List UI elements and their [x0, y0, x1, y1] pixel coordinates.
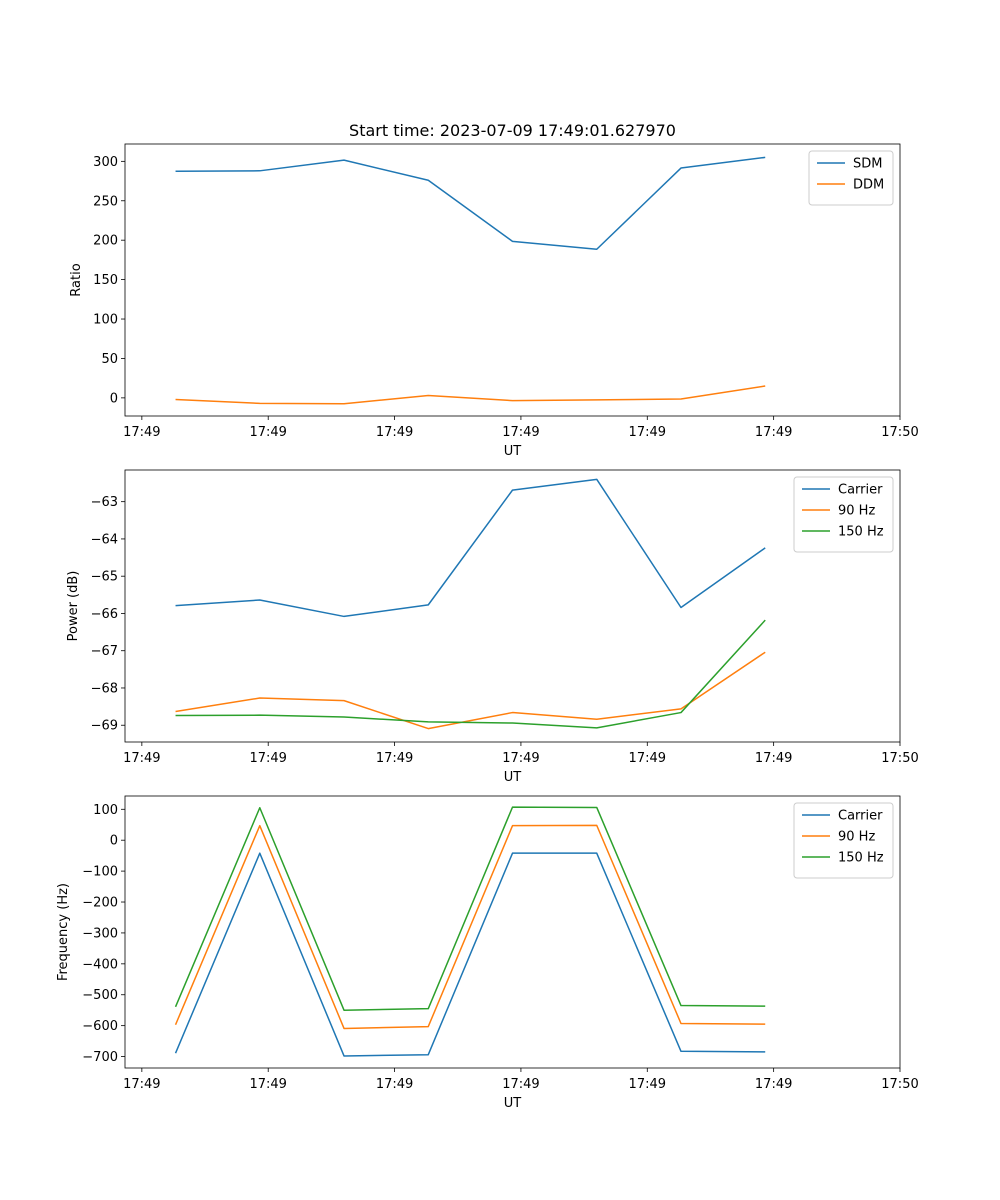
legend-box — [793, 476, 894, 553]
y-tick-label: −67 — [91, 644, 118, 659]
series-line-150-hz — [175, 619, 766, 729]
panels: 17:49 17:49 17:49 17:49 17:49 17:49 17:50 0 50 10… — [56, 143, 919, 1111]
y-tick-label: 50 — [101, 352, 118, 367]
x-tick-label: 17:49 — [376, 1077, 413, 1092]
legend-label: 150 Hz — [838, 851, 884, 866]
x-tick-label: 17:49 — [123, 1077, 160, 1092]
y-tick-label: −300 — [82, 926, 118, 941]
x-tick-label: 17:49 — [629, 1077, 666, 1092]
x-tick-label: 17:49 — [755, 751, 792, 766]
y-tick-label: 300 — [93, 155, 118, 170]
legend: Carrier 90 Hz 150 Hz — [793, 802, 894, 879]
panel-3: 17:49 17:49 17:49 17:49 17:49 17:49 17:50 −700 −… — [56, 795, 919, 1111]
x-tick-label: 17:49 — [629, 425, 666, 440]
series-line-90-hz — [174, 824, 766, 1030]
x-tick-label: 17:49 — [249, 1077, 286, 1092]
x-tick-label: 17:49 — [123, 751, 160, 766]
series-line-carrier — [175, 478, 766, 618]
legend-label: Carrier — [838, 809, 883, 824]
y-axis-label: Power (dB) — [66, 571, 81, 642]
legend-label: 150 Hz — [838, 525, 884, 540]
y-tick-label: −100 — [82, 865, 118, 880]
x-axis-label: UT — [504, 1096, 522, 1111]
legend-label: 90 Hz — [838, 504, 875, 519]
y-tick-label: −500 — [82, 988, 118, 1003]
series-line-ddm — [175, 385, 766, 405]
x-tick-label: 17:49 — [502, 425, 539, 440]
y-tick-label: 0 — [110, 834, 118, 849]
legend: Carrier 90 Hz 150 Hz — [793, 476, 894, 553]
x-tick-label: 17:49 — [502, 751, 539, 766]
y-tick-label: −700 — [82, 1050, 118, 1065]
legend-label: 90 Hz — [838, 830, 875, 845]
axes-frame — [124, 469, 901, 743]
x-tick-label: 17:49 — [376, 751, 413, 766]
legend-label: DDM — [853, 178, 884, 193]
y-tick-label: 100 — [93, 803, 118, 818]
x-axis-label: UT — [504, 770, 522, 785]
legend-label: SDM — [853, 157, 882, 172]
y-tick-label: −68 — [91, 681, 118, 696]
y-tick-label: −64 — [91, 532, 118, 547]
series-line-90-hz — [175, 651, 766, 730]
x-tick-label: 17:50 — [881, 425, 918, 440]
panel-2: 17:49 17:49 17:49 17:49 17:49 17:49 17:50 −69 −6… — [66, 469, 919, 785]
x-tick-label: 17:49 — [755, 425, 792, 440]
x-tick-label: 17:50 — [881, 1077, 918, 1092]
y-tick-label: 200 — [93, 234, 118, 249]
y-tick-label: −66 — [91, 607, 118, 622]
x-tick-label: 17:50 — [881, 751, 918, 766]
y-tick-label: 100 — [93, 313, 118, 328]
y-axis-label: Ratio — [69, 263, 84, 296]
legend-label: Carrier — [838, 483, 883, 498]
legend: SDM DDM — [808, 150, 894, 206]
series-line-carrier — [174, 852, 766, 1057]
chart-title: Start time: 2023-07-09 17:49:01.627970 — [349, 121, 676, 140]
series-line-sdm — [175, 156, 766, 250]
panel-1: 17:49 17:49 17:49 17:49 17:49 17:49 17:50 0 50 10… — [69, 143, 919, 459]
x-tick-label: 17:49 — [502, 1077, 539, 1092]
legend-box — [808, 150, 894, 206]
y-tick-label: −600 — [82, 1019, 118, 1034]
x-tick-label: 17:49 — [755, 1077, 792, 1092]
y-tick-label: −69 — [91, 719, 118, 734]
x-tick-label: 17:49 — [123, 425, 160, 440]
y-tick-label: 0 — [110, 391, 118, 406]
x-tick-label: 17:49 — [629, 751, 666, 766]
y-tick-label: 250 — [93, 194, 118, 209]
legend-box — [793, 802, 894, 879]
y-tick-label: −65 — [91, 570, 118, 585]
series-line-150-hz — [174, 806, 766, 1011]
y-tick-label: 150 — [93, 273, 118, 288]
y-tick-label: −400 — [82, 957, 118, 972]
x-tick-label: 17:49 — [249, 751, 286, 766]
x-tick-label: 17:49 — [249, 425, 286, 440]
axes-frame — [124, 795, 901, 1069]
y-tick-label: −200 — [82, 896, 118, 911]
y-axis-label: Frequency (Hz) — [56, 883, 71, 981]
x-tick-label: 17:49 — [376, 425, 413, 440]
y-tick-label: −63 — [91, 495, 118, 510]
x-axis-label: UT — [504, 444, 522, 459]
